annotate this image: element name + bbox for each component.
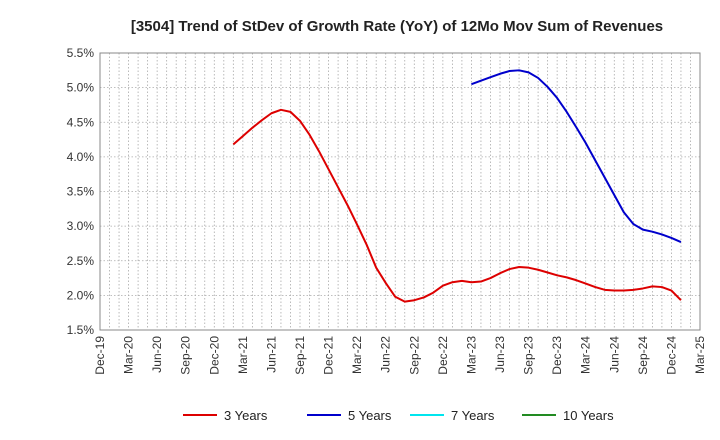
x-tick-label: Jun-24 — [607, 336, 621, 373]
x-tick-label: Sep-21 — [293, 336, 307, 375]
x-tick-label: Mar-21 — [236, 336, 250, 374]
y-tick-label: 2.0% — [67, 288, 95, 302]
y-tick-label: 4.0% — [67, 150, 95, 164]
series-lines — [232, 69, 682, 303]
y-tick-label: 3.0% — [67, 219, 95, 233]
x-tick-label: Jun-22 — [379, 336, 393, 373]
x-tick-label: Sep-22 — [407, 336, 421, 375]
x-tick-label: Dec-19 — [93, 336, 107, 375]
x-tick-label: Jun-20 — [150, 336, 164, 373]
chart-title: [3504] Trend of StDev of Growth Rate (Yo… — [131, 18, 663, 35]
legend-label-10-years: 10 Years — [563, 408, 614, 423]
x-tick-label: Sep-24 — [636, 336, 650, 375]
x-tick-label: Jun-23 — [493, 336, 507, 373]
x-tick-label: Dec-20 — [207, 336, 221, 375]
x-tick-label: Mar-22 — [350, 336, 364, 374]
x-tick-label: Mar-24 — [579, 336, 593, 374]
x-tick-label: Sep-23 — [522, 336, 536, 375]
y-tick-label: 1.5% — [67, 323, 95, 337]
y-tick-label: 5.5% — [67, 46, 95, 60]
x-axis-ticks: Dec-19 Mar-20 Jun-20 Sep-20 Dec-20 Mar-21 Jun-… — [93, 336, 707, 375]
series-line-3-years — [232, 108, 682, 303]
x-tick-label: Mar-23 — [464, 336, 478, 374]
y-axis-ticks: 1.5% 2.0% 2.5% 3.0% 3.5% 4.0% 4.5% 5.0% 5.5% — [67, 46, 95, 337]
y-tick-label: 4.5% — [67, 115, 95, 129]
x-tick-label: Mar-25 — [693, 336, 707, 374]
x-tick-label: Sep-20 — [179, 336, 193, 375]
x-tick-label: Dec-22 — [436, 336, 450, 375]
series-line-5-years — [471, 69, 682, 243]
x-tick-label: Dec-24 — [664, 336, 678, 375]
x-tick-label: Mar-20 — [122, 336, 136, 374]
legend-label-7-years: 7 Years — [451, 408, 495, 423]
x-tick-label: Dec-21 — [322, 336, 336, 375]
grid — [100, 53, 700, 330]
x-tick-label: Jun-21 — [264, 336, 278, 373]
y-tick-label: 2.5% — [67, 254, 95, 268]
plot-area — [99, 52, 701, 331]
y-tick-label: 3.5% — [67, 185, 95, 199]
x-tick-label: Dec-23 — [550, 336, 564, 375]
legend-label-3-years: 3 Years — [224, 408, 268, 423]
y-tick-label: 5.0% — [67, 81, 95, 95]
legend-label-5-years: 5 Years — [348, 408, 392, 423]
legend: 3 Years 5 Years 7 Years 10 Years — [183, 408, 614, 423]
